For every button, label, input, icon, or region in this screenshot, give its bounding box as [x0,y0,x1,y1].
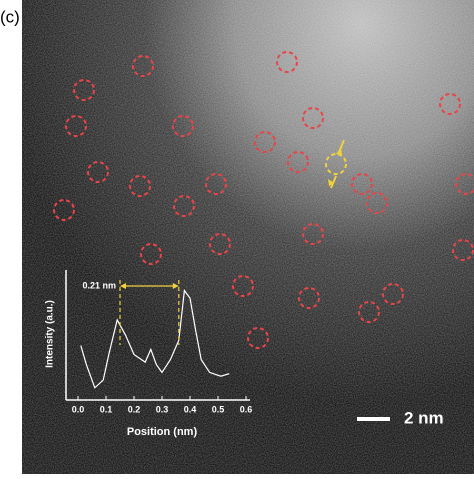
x-tick-label: 0.4 [184,404,197,414]
scale-label: 2 nm [404,408,444,427]
x-tick-label: 0.3 [156,404,169,414]
x-tick-label: 0.0 [72,404,85,414]
x-tick-label: 0.2 [128,404,141,414]
x-tick-label: 0.6 [240,404,253,414]
noise [22,0,474,474]
spacing-label: 0.21 nm [82,280,116,290]
x-axis-label: Position (nm) [127,426,198,438]
inset-chart: 0.0 0.1 0.2 0.3 0.4 0.5 0.6 Position (nm) Intens… [45,270,253,438]
profile-line [80,288,230,389]
panel-label: (c) [0,7,20,26]
arrow-head [120,283,179,289]
x-tick-label: 0.1 [100,404,113,414]
atom-markers [53,51,474,349]
x-tick-label: 0.5 [212,404,225,414]
y-axis-label: Intensity (a.u.) [45,300,56,368]
